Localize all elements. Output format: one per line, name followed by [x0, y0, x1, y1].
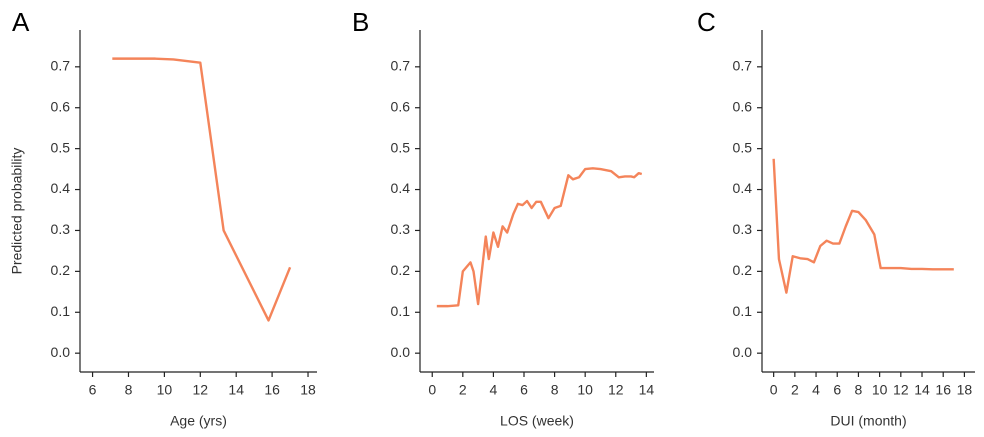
y-axis-title: Predicted probability: [9, 148, 25, 275]
x-tick-label: 16: [264, 382, 280, 398]
x-tick-label: 18: [957, 382, 973, 398]
y-tick-label: 0.7: [733, 58, 753, 74]
x-tick-label: 2: [459, 382, 467, 398]
x-tick-label: 10: [872, 382, 888, 398]
x-tick-label: 10: [157, 382, 173, 398]
panel-label: A: [12, 7, 30, 37]
y-tick-label: 0.6: [733, 98, 753, 114]
x-tick-label: 4: [490, 382, 498, 398]
y-tick-label: 0.3: [733, 221, 753, 237]
y-tick-label: 0.7: [391, 58, 411, 74]
y-tick-label: 0.0: [733, 344, 753, 360]
data-line: [772, 158, 954, 294]
y-tick-label: 0.1: [391, 303, 411, 319]
x-tick-label: 14: [228, 382, 244, 398]
y-tick-label: 0.2: [391, 262, 411, 278]
y-tick-label: 0.0: [51, 344, 71, 360]
y-tick-label: 0.6: [391, 98, 411, 114]
x-tick-label: 6: [833, 382, 841, 398]
x-tick-label: 6: [89, 382, 97, 398]
x-tick-label: 14: [639, 382, 655, 398]
y-tick-label: 0.3: [391, 221, 411, 237]
y-tick-label: 0.5: [51, 139, 71, 155]
x-tick-label: 8: [551, 382, 559, 398]
y-tick-label: 0.6: [51, 98, 71, 114]
y-tick-label: 0.2: [733, 262, 753, 278]
y-tick-label: 0.4: [51, 180, 71, 196]
y-tick-label: 0.2: [51, 262, 71, 278]
x-axis-title: Age (yrs): [170, 413, 227, 429]
x-tick-label: 12: [193, 382, 209, 398]
y-tick-label: 0.3: [51, 221, 71, 237]
x-tick-label: 0: [770, 382, 778, 398]
data-line: [112, 57, 292, 322]
x-axis-title: LOS (week): [500, 413, 574, 429]
x-tick-label: 8: [855, 382, 863, 398]
panel-label: C: [697, 7, 716, 37]
y-tick-label: 0.4: [391, 180, 411, 196]
y-tick-label: 0.1: [51, 303, 71, 319]
x-tick-label: 8: [125, 382, 133, 398]
x-tick-label: 4: [812, 382, 820, 398]
x-tick-label: 10: [577, 382, 593, 398]
x-tick-label: 14: [914, 382, 930, 398]
x-tick-label: 0: [428, 382, 436, 398]
panel-label: B: [352, 7, 369, 37]
y-tick-label: 0.5: [733, 139, 753, 155]
data-line: [436, 167, 643, 308]
x-tick-label: 16: [935, 382, 951, 398]
y-tick-label: 0.4: [733, 180, 753, 196]
x-axis-title: DUI (month): [830, 413, 906, 429]
y-tick-label: 0.0: [391, 344, 411, 360]
y-tick-label: 0.5: [391, 139, 411, 155]
x-tick-label: 18: [300, 382, 316, 398]
x-tick-label: 2: [791, 382, 799, 398]
x-tick-label: 12: [893, 382, 909, 398]
y-tick-label: 0.1: [733, 303, 753, 319]
x-tick-label: 12: [608, 382, 624, 398]
y-tick-label: 0.7: [51, 58, 71, 74]
x-tick-label: 6: [520, 382, 528, 398]
